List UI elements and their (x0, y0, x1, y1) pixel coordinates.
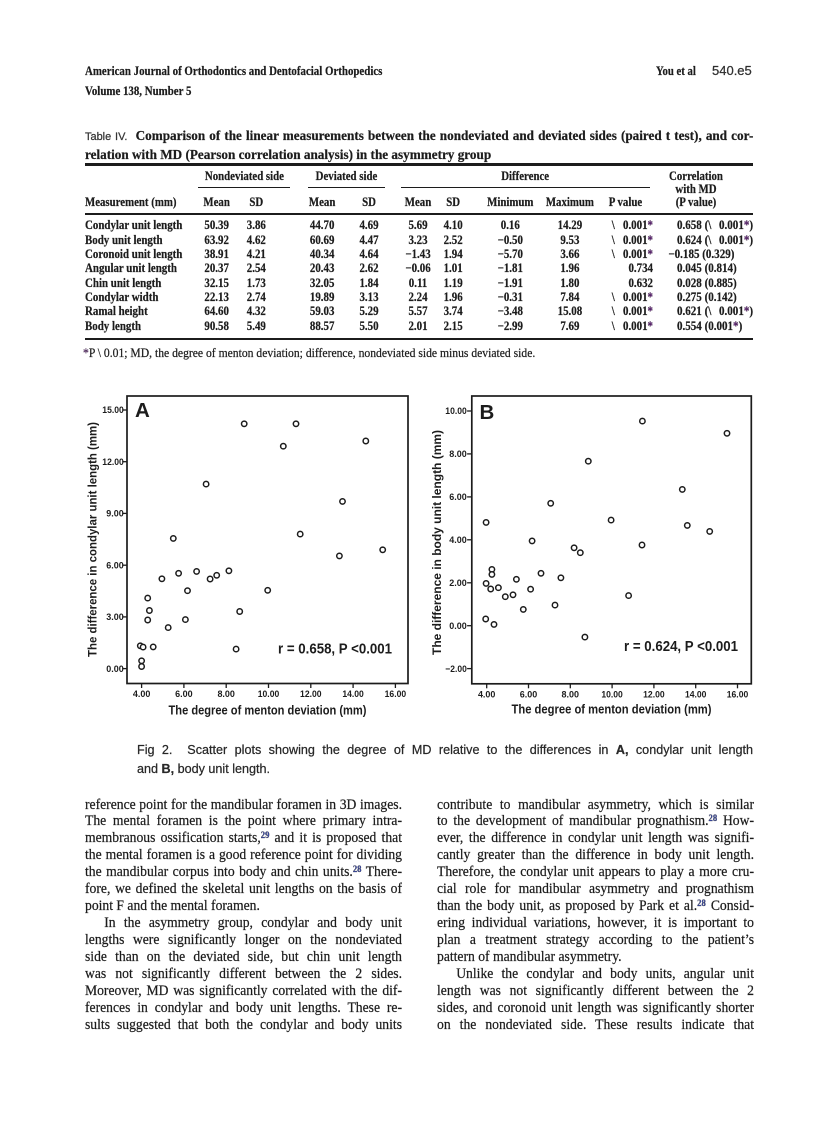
svg-text:10.00: 10.00 (258, 689, 280, 700)
svg-text:8.00: 8.00 (217, 689, 235, 700)
svg-text:2.00: 2.00 (449, 578, 467, 589)
svg-text:16.00: 16.00 (385, 689, 407, 700)
svg-text:8.00: 8.00 (449, 449, 467, 460)
svg-text:10.00: 10.00 (601, 689, 623, 700)
svg-text:0.00: 0.00 (449, 621, 467, 632)
svg-text:r = 0.624, P <0.001: r = 0.624, P <0.001 (624, 639, 738, 655)
svg-text:9.00: 9.00 (106, 509, 124, 520)
svg-text:The degree of menton deviation: The degree of menton deviation (mm) (169, 704, 367, 718)
svg-text:16.00: 16.00 (727, 689, 749, 700)
svg-text:12.00: 12.00 (102, 457, 124, 468)
svg-text:The degree of menton deviation: The degree of menton deviation (mm) (512, 703, 712, 717)
svg-text:4.00: 4.00 (449, 535, 467, 546)
svg-text:6.00: 6.00 (520, 689, 538, 700)
svg-text:10.00: 10.00 (445, 406, 467, 417)
svg-text:8.00: 8.00 (562, 689, 580, 700)
svg-text:4.00: 4.00 (478, 689, 496, 700)
svg-text:r = 0.658, P <0.001: r = 0.658, P <0.001 (278, 642, 392, 658)
svg-text:The difference in condylar uni: The difference in condylar unit length (… (88, 422, 100, 657)
svg-text:15.00: 15.00 (102, 405, 124, 416)
svg-text:14.00: 14.00 (685, 689, 707, 700)
svg-text:−2.00: −2.00 (445, 664, 467, 675)
svg-text:12.00: 12.00 (643, 689, 665, 700)
svg-text:12.00: 12.00 (300, 689, 322, 700)
svg-text:3.00: 3.00 (106, 612, 124, 623)
svg-text:4.00: 4.00 (133, 689, 151, 700)
svg-text:14.00: 14.00 (342, 689, 364, 700)
svg-text:A: A (135, 399, 150, 422)
svg-text:6.00: 6.00 (106, 560, 124, 571)
svg-text:0.00: 0.00 (106, 664, 124, 675)
svg-text:6.00: 6.00 (175, 689, 193, 700)
svg-text:The difference in body unit le: The difference in body unit length (mm) (432, 430, 444, 655)
svg-text:B: B (480, 401, 495, 424)
svg-text:6.00: 6.00 (449, 492, 467, 503)
